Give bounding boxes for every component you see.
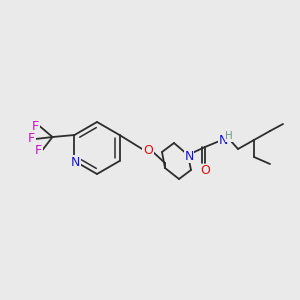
Text: H: H	[225, 131, 233, 141]
Text: N: N	[218, 134, 228, 146]
Text: N: N	[184, 149, 194, 163]
Text: O: O	[143, 145, 153, 158]
Text: O: O	[200, 164, 210, 178]
Text: N: N	[71, 155, 80, 169]
Text: F: F	[28, 133, 35, 146]
Text: F: F	[35, 143, 42, 157]
Text: F: F	[32, 119, 39, 133]
